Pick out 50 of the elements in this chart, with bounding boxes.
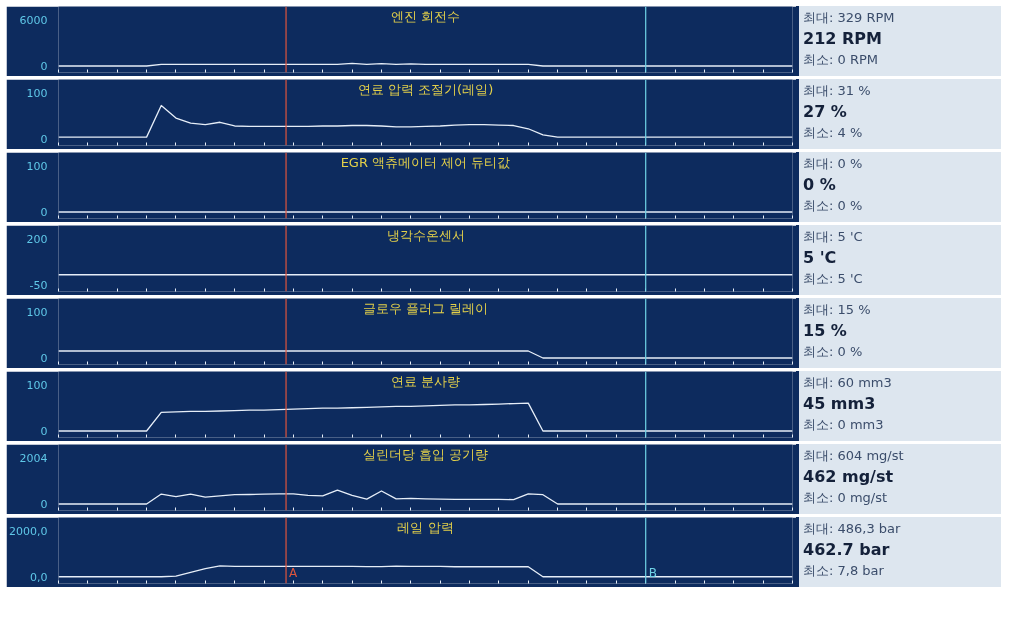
text: 45 mm3 (803, 393, 877, 414)
text: 최소: 5 'C (803, 270, 864, 288)
y-tick-label: 0 (40, 424, 48, 438)
text: 최소: 0 % (803, 343, 864, 361)
chart-title: 레일 압력 (397, 519, 454, 535)
chart-title: 냉각수온센서 (386, 227, 465, 243)
chart-title: 실린더당 흡입 공기량 (362, 446, 489, 462)
y-tick-label: 100 (26, 378, 48, 392)
text: 최대: 604 mg/st (803, 447, 905, 465)
y-tick-label: 200 (26, 232, 48, 246)
y-tick-label: 0 (40, 132, 48, 146)
chart-title: EGR 액츄메이터 제어 듀티값 (340, 154, 511, 170)
text: 최대: 60 mm3 (803, 374, 893, 392)
y-tick-label: 2004 (19, 451, 48, 465)
y-tick-label: 2000,0 (9, 524, 48, 538)
text: 최대: 15 % (803, 301, 872, 319)
text: 27 % (803, 101, 848, 122)
y-tick-label: 100 (26, 305, 48, 319)
text: 최대: 0 % (803, 155, 864, 173)
text: 최대: 5 'C (803, 228, 864, 246)
text: 최소: 0 % (803, 197, 864, 215)
y-tick-label: 0 (40, 205, 48, 219)
chart-title: 연료 압력 조절기(레일) (357, 81, 494, 97)
text: 5 'C (803, 247, 838, 268)
annotation: A (289, 565, 299, 580)
chart-title: 엔진 회전수 (390, 8, 461, 24)
text: 462 mg/st (803, 466, 895, 487)
chart-title: 연료 분사량 (390, 373, 461, 389)
text: 최소: 0 mm3 (803, 416, 885, 434)
y-tick-label: 0,0 (30, 570, 48, 584)
text: 462.7 bar (803, 539, 891, 560)
chart-title: 글로우 플러그 릴레이 (362, 300, 489, 316)
text: 최대: 486,3 bar (803, 520, 902, 538)
text: 15 % (803, 320, 848, 341)
text: 최소: 0 RPM (803, 51, 879, 69)
annotation: B (648, 565, 657, 580)
text: 최소: 4 % (803, 124, 864, 142)
text: 최대: 329 RPM (803, 9, 896, 27)
text: 최대: 31 % (803, 82, 872, 100)
y-tick-label: 0 (40, 59, 48, 73)
y-tick-label: 6000 (19, 13, 48, 27)
text: 최소: 0 mg/st (803, 489, 889, 507)
text: 최소: 7,8 bar (803, 562, 885, 580)
y-tick-label: 0 (40, 498, 48, 511)
y-tick-label: 100 (26, 159, 48, 173)
y-tick-label: -50 (29, 278, 48, 292)
text: 212 RPM (803, 28, 883, 49)
y-tick-label: 0 (40, 351, 48, 365)
y-tick-label: 100 (26, 86, 48, 100)
text: 0 % (803, 174, 837, 195)
